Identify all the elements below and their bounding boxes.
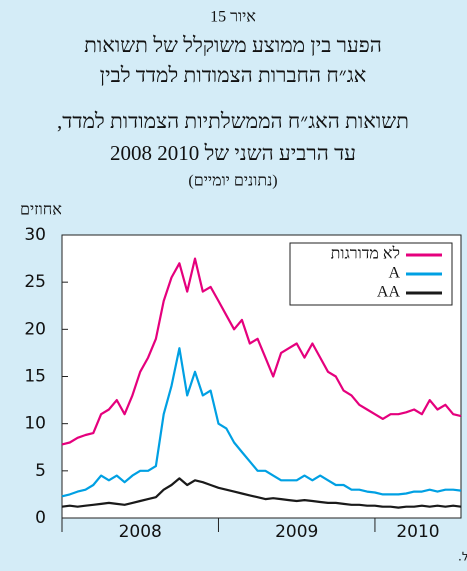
source: המקור: הבורסה לניירות ערך ועיבודי בנק יש… <box>458 550 467 564</box>
y-tick-label: 20 <box>24 319 46 339</box>
legend-label: לא מדורגות <box>331 245 400 263</box>
figure-label: איור 15 <box>210 9 256 26</box>
y-tick-label: 5 <box>35 461 46 481</box>
legend-label: A <box>388 265 400 282</box>
y-axis-label: אחוזים <box>20 202 62 219</box>
y-tick-label: 0 <box>35 508 46 528</box>
y-tick-label: 10 <box>24 414 46 434</box>
line-series <box>61 347 462 498</box>
line-series <box>61 477 462 509</box>
y-tick-label: 25 <box>24 272 46 292</box>
chart-title: הפער בין ממוצע משוקלל של תשואות <box>84 33 382 57</box>
y-tick-label: 30 <box>24 225 46 245</box>
x-tick-label: 2009 <box>275 522 318 542</box>
chart-title: 2008 עד הרביע השני של 2010 <box>110 141 356 165</box>
x-tick-label: 2008 <box>119 522 162 542</box>
x-tick-label: 2010 <box>396 522 439 542</box>
y-tick-label: 15 <box>24 367 46 387</box>
legend-label: AA <box>377 284 401 301</box>
line-series <box>61 257 462 446</box>
chart-title: אג״ח החברות הצמודות למדד לבין <box>100 63 367 87</box>
chart-title: תשואות האג״ח הממשלתיות הצמודות למדד, <box>57 109 409 133</box>
subtitle: (נתונים יומיים) <box>188 173 277 190</box>
